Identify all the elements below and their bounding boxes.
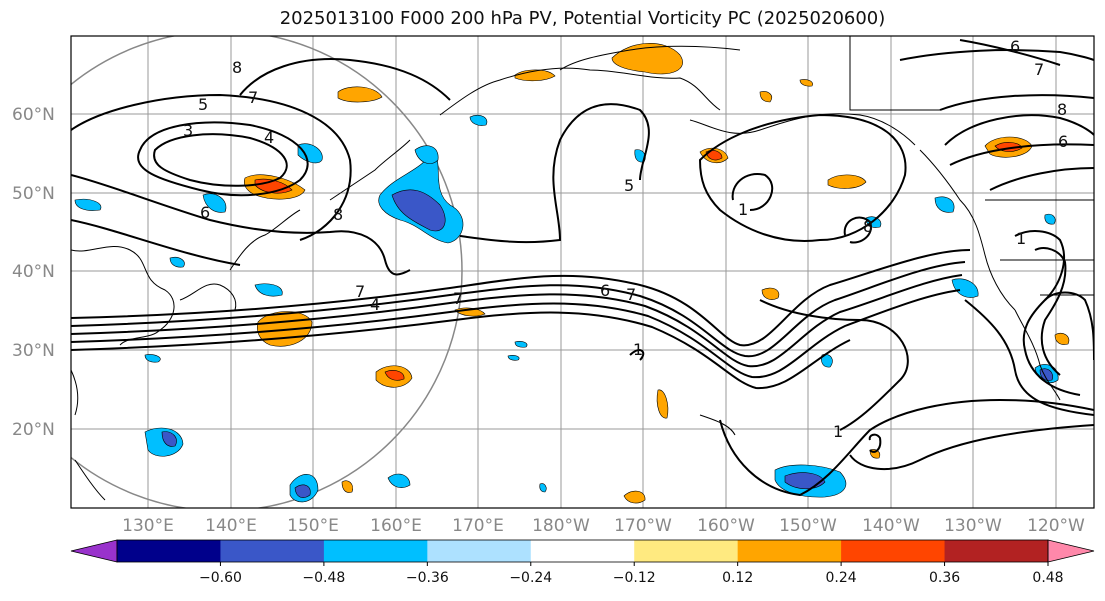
lon-label: 180°W bbox=[532, 516, 590, 536]
contour-label: 8 bbox=[232, 58, 242, 77]
contour-label: 6 bbox=[600, 281, 610, 300]
contour-label: 6 bbox=[1058, 132, 1068, 151]
latitude-labels: 60°N 50°N 40°N 30°N 20°N bbox=[12, 105, 55, 440]
lon-label: 120°W bbox=[1027, 516, 1085, 536]
colorbar-tick-label: −0.24 bbox=[509, 570, 552, 586]
contour-label: 7 bbox=[453, 289, 463, 308]
lat-label: 20°N bbox=[12, 420, 55, 440]
colorbar-segment bbox=[841, 540, 946, 562]
colorbar-tick-label: 0.48 bbox=[1032, 570, 1063, 586]
contour-label: 5 bbox=[198, 95, 208, 114]
colorbar-segment bbox=[530, 540, 635, 562]
colorbar-tick-label: −0.12 bbox=[613, 570, 656, 586]
lon-label: 150°W bbox=[779, 516, 837, 536]
colorbar-tick-label: 0.36 bbox=[929, 570, 960, 586]
colorbar-tick-label: −0.36 bbox=[406, 570, 449, 586]
colorbar-segment bbox=[944, 540, 1049, 562]
contour-label: 8 bbox=[333, 205, 343, 224]
contour-label: 1 bbox=[833, 422, 843, 441]
lon-label: 160°W bbox=[697, 516, 755, 536]
contour-label: 4 bbox=[370, 295, 380, 314]
contour-label: 8 bbox=[1057, 100, 1067, 119]
lon-label: 130°W bbox=[944, 516, 1002, 536]
colorbar-tick-label: 0.24 bbox=[826, 570, 857, 586]
contour-label: 6 bbox=[1010, 37, 1020, 56]
colorbar-tick-label: −0.60 bbox=[199, 570, 242, 586]
lon-label: 170°W bbox=[614, 516, 672, 536]
contour-label: 1 bbox=[1016, 229, 1026, 248]
contour-label: 5 bbox=[624, 176, 634, 195]
colorbar-extend-high bbox=[1047, 539, 1095, 563]
lat-label: 40°N bbox=[12, 262, 55, 282]
colorbar-segment bbox=[220, 540, 325, 562]
lon-label: 150°E bbox=[287, 516, 339, 536]
gridlines bbox=[71, 36, 1094, 508]
contour-label: 1 bbox=[738, 200, 748, 219]
contour-label: 1 bbox=[633, 340, 643, 359]
longitude-labels: 130°E 140°E 150°E 160°E 170°E 180°W 170°… bbox=[122, 516, 1085, 536]
lat-label: 60°N bbox=[12, 105, 55, 125]
colorbar-segment bbox=[323, 540, 428, 562]
contour-label: 8 bbox=[863, 217, 873, 236]
lon-label: 140°E bbox=[205, 516, 257, 536]
contour-label: 4 bbox=[264, 128, 274, 147]
lon-label: 160°E bbox=[370, 516, 422, 536]
lon-label: 130°E bbox=[122, 516, 174, 536]
colorbar-segment bbox=[634, 540, 739, 562]
contour-label: 7 bbox=[355, 282, 365, 301]
contour-label: 7 bbox=[1034, 60, 1044, 79]
coastlines bbox=[71, 36, 1094, 501]
map-border bbox=[70, 35, 1095, 509]
range-circle bbox=[71, 36, 463, 508]
contour-label: 6 bbox=[200, 203, 210, 222]
contour-labels: 8 7 5 3 4 6 8 5 6 8 7 6 7 4 7 6 7 1 8 1 … bbox=[183, 37, 1068, 441]
colorbar-segment bbox=[737, 540, 842, 562]
map-title: 2025013100 F000 200 hPa PV, Potential Vo… bbox=[279, 8, 886, 29]
colorbar-segment bbox=[427, 540, 532, 562]
lat-label: 50°N bbox=[12, 184, 55, 204]
colorbar-segment bbox=[117, 540, 221, 562]
map-background bbox=[71, 36, 1094, 508]
colorbar-border bbox=[116, 539, 1049, 563]
lon-label: 140°W bbox=[862, 516, 920, 536]
colorbar-extend-low bbox=[70, 539, 118, 563]
lon-label: 170°E bbox=[452, 516, 504, 536]
contour-label: 7 bbox=[248, 88, 258, 107]
colorbar: −0.60 −0.48 −0.36 −0.24 −0.12 0.12 0.24 0.36 0.4… bbox=[70, 539, 1095, 586]
lat-label: 30°N bbox=[12, 341, 55, 361]
colorbar-tick-label: −0.48 bbox=[302, 570, 345, 586]
colorbar-tick-label: 0.12 bbox=[722, 570, 753, 586]
contour-label: 3 bbox=[183, 121, 193, 140]
contour-label: 7 bbox=[626, 285, 636, 304]
pv-contours bbox=[71, 39, 1094, 497]
